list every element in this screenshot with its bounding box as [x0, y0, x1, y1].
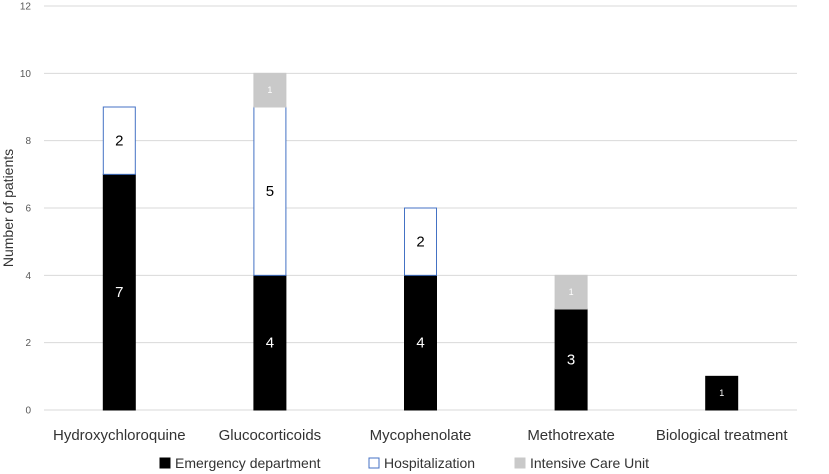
legend-label-intensive-care-unit: Intensive Care Unit — [530, 455, 649, 471]
y-axis-ticks: 0 2 4 6 8 10 12 — [20, 2, 32, 417]
y-tick-label-10: 10 — [20, 69, 32, 80]
bar-hospitalization-2 — [253, 106, 287, 276]
bar-intensive-care-unit-2 — [253, 72, 287, 108]
y-tick-label-8: 8 — [25, 136, 31, 147]
data-label-emergency-department-4: 3 — [567, 352, 575, 369]
y-tick-label-12: 12 — [20, 2, 32, 13]
data-label-emergency-department-3: 4 — [416, 335, 424, 352]
data-label-hospitalization-1: 2 — [115, 133, 123, 150]
data-label-intensive-care-unit-4: 1 — [569, 287, 574, 297]
legend-label-emergency-department: Emergency department — [175, 455, 321, 471]
bar-hospitalization-3 — [404, 207, 437, 276]
x-axis-categories: Hydroxychloroquine Glucocorticoids Mycophe… — [53, 427, 788, 444]
bar-emergency-department-1 — [102, 173, 136, 411]
data-label-emergency-department-5: 1 — [719, 388, 724, 398]
legend-label-hospitalization: Hospitalization — [384, 455, 475, 471]
bar-intensive-care-unit-4 — [554, 274, 588, 310]
legend-swatch-intensive-care-unit — [514, 457, 526, 469]
y-axis-label: Number of patients — [0, 149, 16, 267]
data-label-hospitalization-3: 2 — [416, 234, 424, 251]
y-tick-label-2: 2 — [25, 338, 31, 349]
x-category-label-3: Mycophenolate — [370, 427, 472, 444]
bar-hospitalization-1 — [102, 106, 136, 175]
x-category-label-4: Methotrexate — [527, 427, 615, 444]
legend-swatch-hospitalization — [368, 457, 380, 469]
y-tick-label-4: 4 — [25, 271, 31, 282]
bar-emergency-department-4 — [554, 308, 588, 411]
bar-emergency-department-2 — [253, 274, 287, 411]
data-label-emergency-department-2: 4 — [266, 335, 274, 352]
data-label-emergency-department-1: 7 — [115, 284, 123, 301]
data-label-intensive-care-unit-2: 1 — [267, 85, 272, 95]
x-category-label-2: Glucocorticoids — [219, 427, 322, 444]
bar-emergency-department-3 — [404, 274, 437, 411]
x-category-label-1: Hydroxychloroquine — [53, 427, 186, 444]
bars: 7 2 4 5 1 4 2 3 1 1 — [102, 72, 739, 411]
y-tick-label-0: 0 — [25, 406, 31, 417]
x-category-label-5: Biological treatment — [656, 427, 789, 444]
data-label-hospitalization-2: 5 — [266, 183, 274, 200]
bar-emergency-department-5 — [705, 375, 739, 411]
legend-swatch-emergency-department — [159, 457, 171, 469]
y-tick-label-6: 6 — [25, 204, 31, 215]
legend: Emergency department Hospitalization Inten… — [159, 455, 649, 471]
